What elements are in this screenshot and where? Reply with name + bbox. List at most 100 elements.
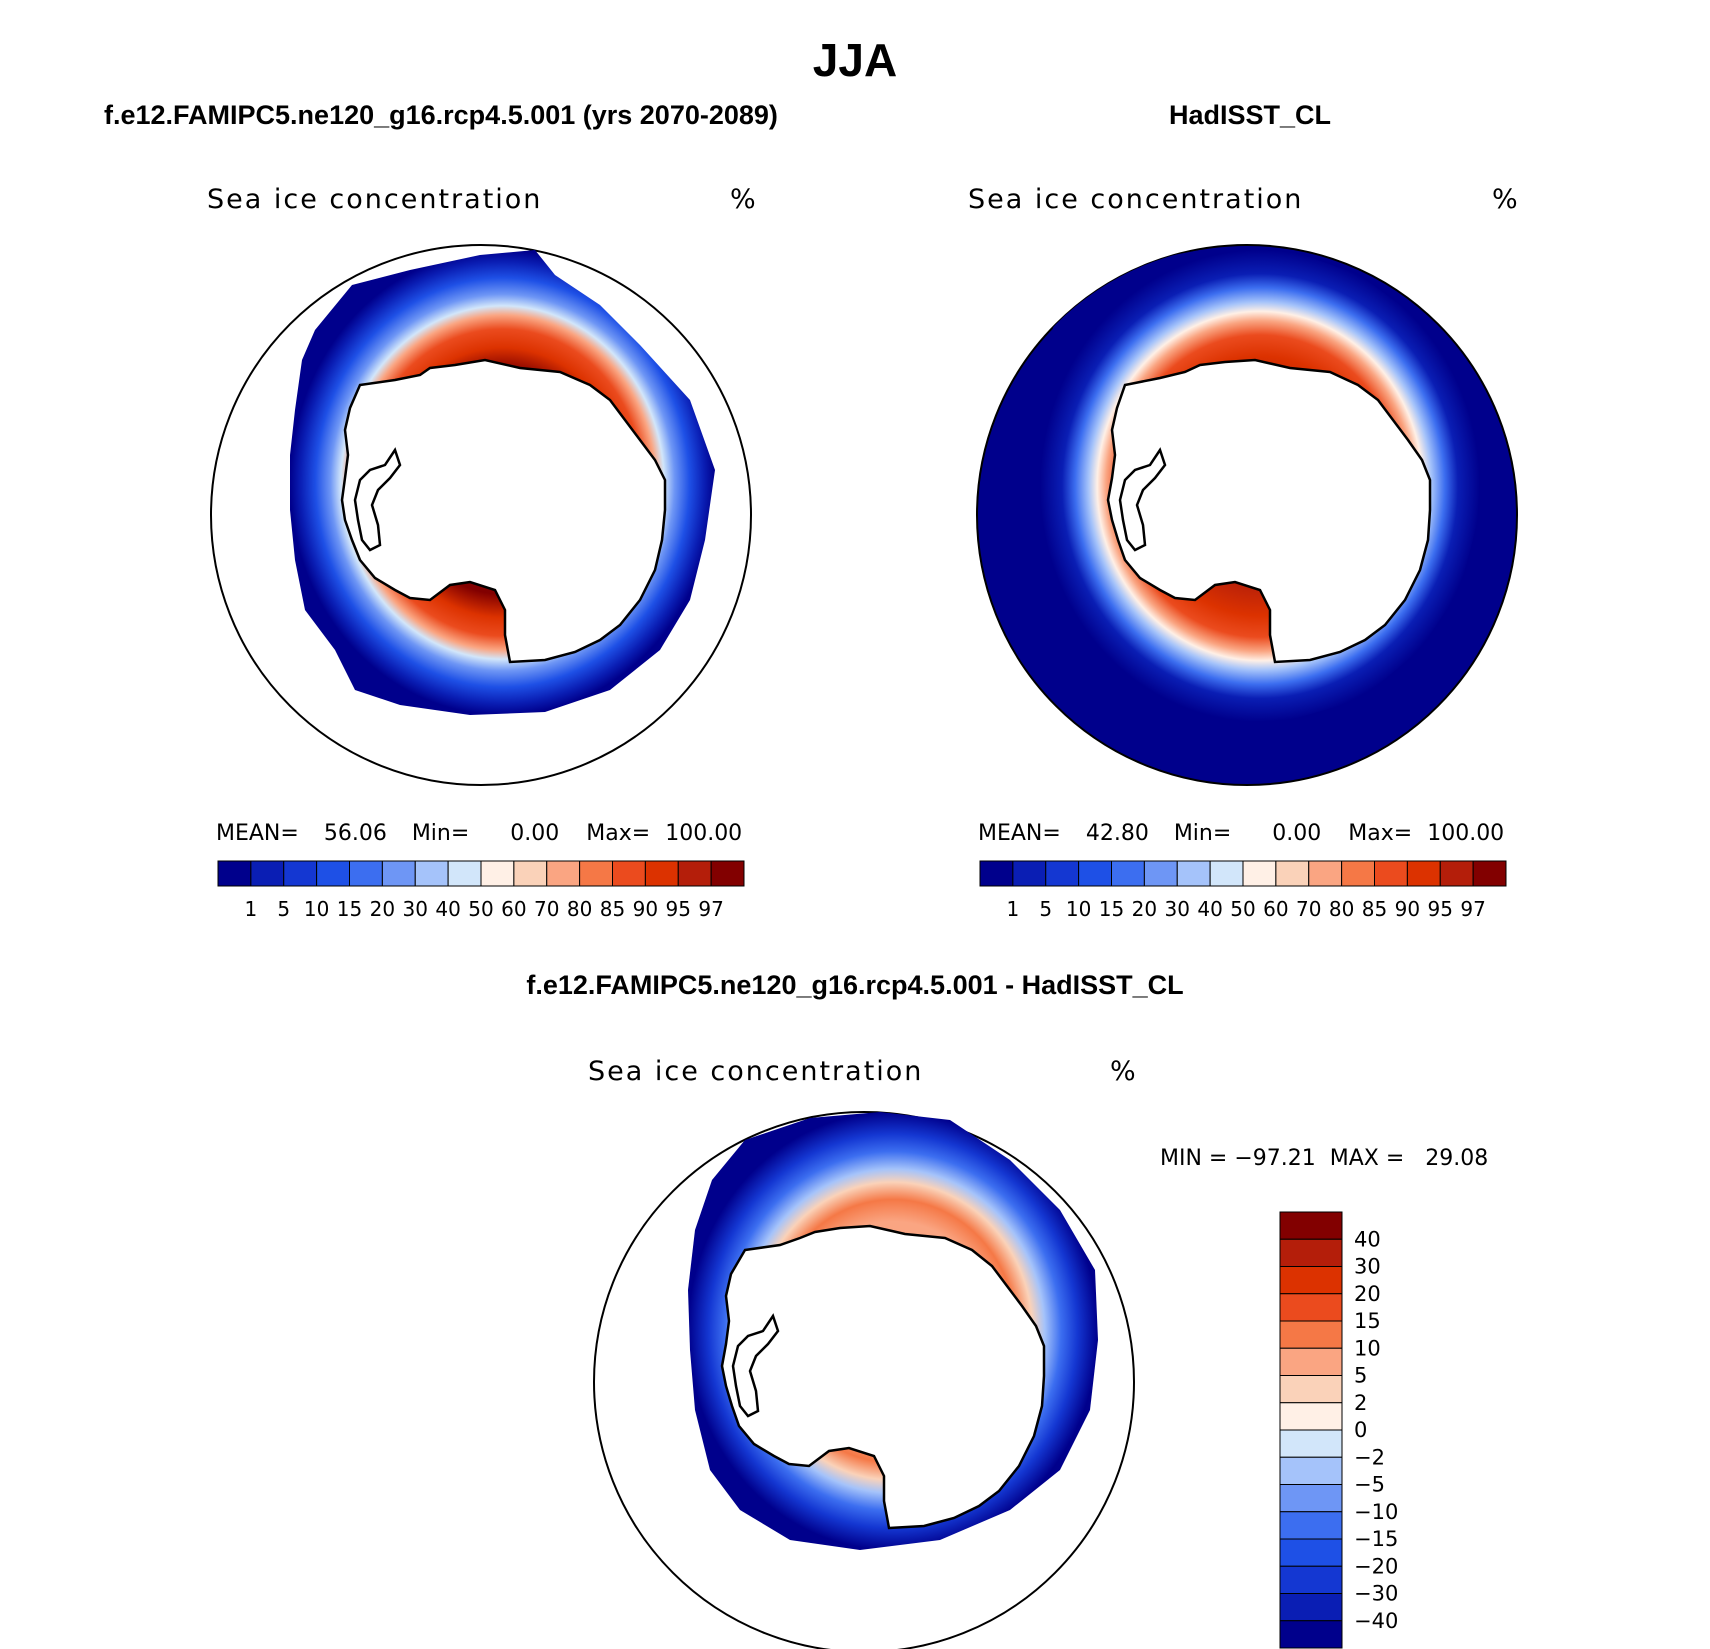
stats-model: MEAN= 56.06 Min= 0.00 Max= 100.00 (216, 821, 742, 846)
colorbar-label: 0 (1354, 1418, 1367, 1442)
colorbar-swatch (1279, 1429, 1343, 1458)
colorbar-model: 1 5 10 15 20 30 40 50 60 70 80 85 90 95 97 (217, 860, 745, 921)
colorbar-label: 95 (1428, 897, 1453, 921)
colorbar-label: 40 (435, 897, 460, 921)
colorbar-label: 15 (1099, 897, 1124, 921)
colorbar-label: 20 (1132, 897, 1157, 921)
max-label: Max= (1348, 821, 1413, 846)
colorbar-label: 5 (1354, 1364, 1367, 1388)
colorbar-label: −15 (1354, 1527, 1398, 1551)
colorbar-swatch (579, 860, 613, 887)
antarctic-peninsula (353, 447, 402, 552)
max-value: 100.00 (665, 821, 743, 846)
colorbar-label: 10 (1066, 897, 1091, 921)
panel-title-model: f.e12.FAMIPC5.ne120_g16.rcp4.5.001 (yrs … (104, 100, 778, 130)
min-value: 0.00 (1272, 821, 1322, 846)
mean-label: MEAN= (978, 821, 1061, 846)
colorbar-label: 97 (698, 897, 723, 921)
variable-label-obs: Sea ice concentration (968, 184, 1304, 215)
antarctic-peninsula (731, 1313, 780, 1418)
panel-title-diff: f.e12.FAMIPC5.ne120_g16.rcp4.5.001 - Had… (526, 970, 1184, 1000)
antarctica-landmass (720, 1224, 1046, 1530)
colorbar-swatch (1279, 1211, 1343, 1240)
colorbar-label: 40 (1197, 897, 1222, 921)
colorbar-swatch (1275, 860, 1310, 887)
colorbar-swatch (644, 860, 679, 887)
colorbar-swatch (1308, 860, 1343, 887)
colorbar-swatch (1439, 860, 1474, 887)
colorbar-swatch (250, 860, 285, 887)
colorbar-swatch (513, 860, 548, 887)
units-label-obs: % (1492, 184, 1520, 215)
colorbar-swatch (1341, 860, 1375, 887)
colorbar-swatch (283, 860, 318, 887)
colorbar-label: 80 (567, 897, 592, 921)
colorbar-swatch (1176, 860, 1211, 887)
colorbar-swatch (1078, 860, 1112, 887)
variable-label-model: Sea ice concentration (207, 184, 543, 215)
colorbar-label: 30 (403, 897, 428, 921)
colorbar-swatch (1279, 1347, 1343, 1376)
colorbar-swatch (1279, 1375, 1343, 1404)
colorbar-label: 1 (1007, 897, 1020, 921)
colorbar-label: −40 (1354, 1609, 1398, 1633)
colorbar-label: 80 (1329, 897, 1354, 921)
colorbar-label: 50 (1230, 897, 1255, 921)
colorbar-swatch (1012, 860, 1047, 887)
colorbar-swatch (1279, 1593, 1343, 1622)
max-value: 100.00 (1427, 821, 1505, 846)
colorbar-label: 50 (468, 897, 493, 921)
colorbar-swatch (1279, 1456, 1343, 1485)
colorbar-swatch (316, 860, 350, 887)
mean-value: 56.06 (323, 821, 387, 846)
colorbar-swatch (612, 860, 646, 887)
map-obs (976, 244, 1518, 786)
colorbar-swatch (1279, 1620, 1343, 1649)
max-label: Max= (586, 821, 651, 846)
colorbar-label: 5 (1039, 897, 1052, 921)
colorbar-label: 30 (1354, 1255, 1381, 1279)
colorbar-swatch (1279, 1266, 1343, 1295)
colorbar-label: 60 (501, 897, 526, 921)
colorbar-swatch (447, 860, 482, 887)
min-label: Min= (1173, 821, 1232, 846)
colorbar-label: −10 (1354, 1500, 1398, 1524)
units-label-diff: % (1110, 1056, 1138, 1087)
colorbar-swatch (1406, 860, 1441, 887)
colorbar-label: 30 (1165, 897, 1190, 921)
colorbar-swatch (546, 860, 581, 887)
colorbar-swatch (1472, 860, 1507, 887)
colorbar-label: 5 (277, 897, 290, 921)
variable-label-diff: Sea ice concentration (588, 1056, 924, 1087)
colorbar-label: 95 (666, 897, 691, 921)
colorbar-swatch (414, 860, 449, 887)
colorbar-label: −20 (1354, 1554, 1398, 1578)
colorbar-label: 2 (1354, 1391, 1367, 1415)
antarctica-landmass (1106, 358, 1432, 664)
main-title: JJA (812, 34, 898, 86)
colorbar-swatch (381, 860, 416, 887)
colorbar-label: 20 (1354, 1282, 1381, 1306)
colorbar-label: 20 (370, 897, 395, 921)
diff-minmax: MIN = −97.21 MAX = 29.08 (1160, 1146, 1489, 1171)
colorbar-label: −30 (1354, 1582, 1398, 1606)
colorbar-swatch (217, 860, 252, 887)
colorbar-label: 85 (1362, 897, 1387, 921)
colorbar-label: 10 (1354, 1336, 1381, 1360)
antarctic-peninsula (1118, 447, 1167, 552)
min-label: Min= (411, 821, 470, 846)
colorbar-swatch (1242, 860, 1277, 887)
colorbar-obs: 1 5 10 15 20 30 40 50 60 70 80 85 90 95 97 (979, 860, 1507, 921)
units-label-model: % (730, 184, 758, 215)
colorbar-swatch (677, 860, 712, 887)
colorbar-swatch (1279, 1538, 1343, 1567)
colorbar-swatch (1209, 860, 1244, 887)
colorbar-swatch (979, 860, 1014, 887)
colorbar-swatch (1279, 1511, 1343, 1540)
min-value: 0.00 (510, 821, 560, 846)
panel-title-obs: HadISST_CL (1168, 100, 1332, 130)
colorbar-swatch (1143, 860, 1178, 887)
colorbar-label: 70 (1296, 897, 1321, 921)
colorbar-label: 70 (534, 897, 559, 921)
